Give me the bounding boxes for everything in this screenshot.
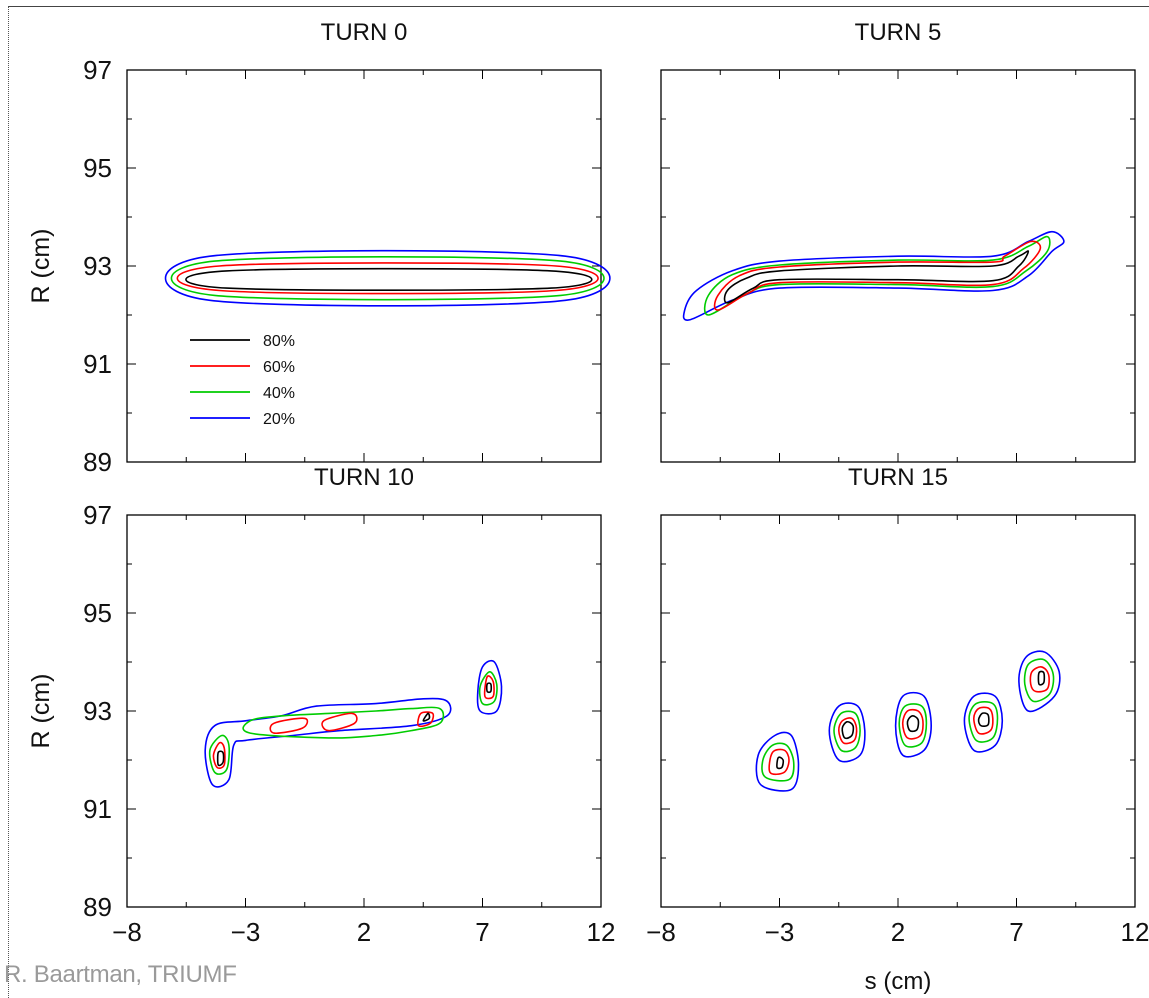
panel-title: TURN 5 <box>855 19 942 46</box>
contour-40pct <box>170 256 605 301</box>
y-tick-label: 95 <box>83 153 112 183</box>
y-tick-label: 93 <box>83 696 112 726</box>
contour-40pct <box>478 671 498 706</box>
contour-80pct <box>1037 670 1046 686</box>
contour-80pct <box>422 712 431 722</box>
contour-20pct <box>682 230 1065 321</box>
contour-80pct <box>841 720 855 740</box>
panel-4: TURN 15 −8 −3 2 7 12 s (cm) <box>646 464 1149 995</box>
contour-80pct <box>185 267 593 291</box>
x-tick-label: −8 <box>646 917 676 947</box>
y-tick-label: 89 <box>83 447 112 477</box>
contour-60pct <box>901 708 924 740</box>
legend-label: 20% <box>263 411 295 428</box>
contour-20pct <box>828 702 866 763</box>
contour-40pct <box>833 710 861 753</box>
contour-80pct <box>723 250 1030 304</box>
contour-80pct <box>906 715 920 733</box>
contour-40pct <box>208 734 230 775</box>
x-tick-label: 7 <box>475 917 489 947</box>
contour-80pct <box>216 750 225 767</box>
contour-60pct <box>973 706 994 735</box>
panel-title: TURN 15 <box>848 464 948 491</box>
contour-40pct <box>898 703 928 748</box>
contour-20pct <box>755 731 800 792</box>
legend-label: 60% <box>263 359 295 376</box>
contour-20pct <box>476 659 503 715</box>
credit-text: R. Baartman, TRIUMF <box>4 961 237 988</box>
legend-label: 80% <box>263 333 295 350</box>
contour-60pct <box>417 711 435 728</box>
page-frame <box>8 6 1149 998</box>
panel-title: TURN 0 <box>321 19 408 46</box>
y-tick-label: 95 <box>83 598 112 628</box>
y-tick-label: 89 <box>83 892 112 922</box>
contour-60pct <box>713 240 1042 311</box>
plot-frame <box>660 514 1136 908</box>
x-tick-label: 2 <box>357 917 371 947</box>
contour-80pct <box>485 682 493 694</box>
panel-3: TURN 10 89 91 93 95 97 −8 −3 2 7 12 R (cm) <box>27 464 615 947</box>
contour-40pct <box>968 701 999 743</box>
x-tick-label: 7 <box>1009 917 1023 947</box>
y-tick-label: 91 <box>83 794 112 824</box>
x-tick-label: 12 <box>1121 917 1149 947</box>
contour-40pct <box>703 235 1051 316</box>
y-tick-label: 97 <box>83 500 112 530</box>
contour-60pct <box>768 748 790 776</box>
contour-80pct <box>977 712 990 728</box>
contour-60pct <box>837 717 858 745</box>
contour-20pct <box>204 697 452 788</box>
plot-frame <box>126 69 602 463</box>
x-tick-label: −3 <box>231 917 261 947</box>
y-tick-label: 97 <box>83 55 112 85</box>
contour-20pct <box>894 691 932 758</box>
y-tick-label: 93 <box>83 251 112 281</box>
contour-60pct <box>483 675 495 700</box>
x-tick-label: −3 <box>765 917 795 947</box>
contour-40pct <box>1023 658 1055 703</box>
y-axis-label: R (cm) <box>27 674 55 749</box>
contour-60pct <box>269 717 309 735</box>
contour-60pct <box>1029 666 1050 693</box>
panel-title: TURN 10 <box>314 464 414 491</box>
x-tick-label: 2 <box>891 917 905 947</box>
contour-20pct <box>963 692 1004 753</box>
contour-20pct <box>1018 650 1061 713</box>
legend-label: 40% <box>263 385 295 402</box>
panel-2: TURN 5 <box>660 19 1136 463</box>
contour-60pct <box>321 712 358 732</box>
x-axis-label: s (cm) <box>865 968 932 995</box>
y-axis-label: R (cm) <box>27 229 55 304</box>
contour-80pct <box>776 756 785 770</box>
x-tick-label: −8 <box>112 917 142 947</box>
panel-1: TURN 0 89 91 93 95 97 R (cm) 80% 60% 40% 20% <box>27 19 611 477</box>
contour-20pct <box>164 249 611 307</box>
y-tick-label: 91 <box>83 349 112 379</box>
contour-60pct <box>176 262 599 295</box>
contour-40pct <box>761 742 795 782</box>
contour-40pct <box>242 706 445 739</box>
contour-60pct <box>212 741 226 769</box>
x-tick-label: 12 <box>587 917 616 947</box>
